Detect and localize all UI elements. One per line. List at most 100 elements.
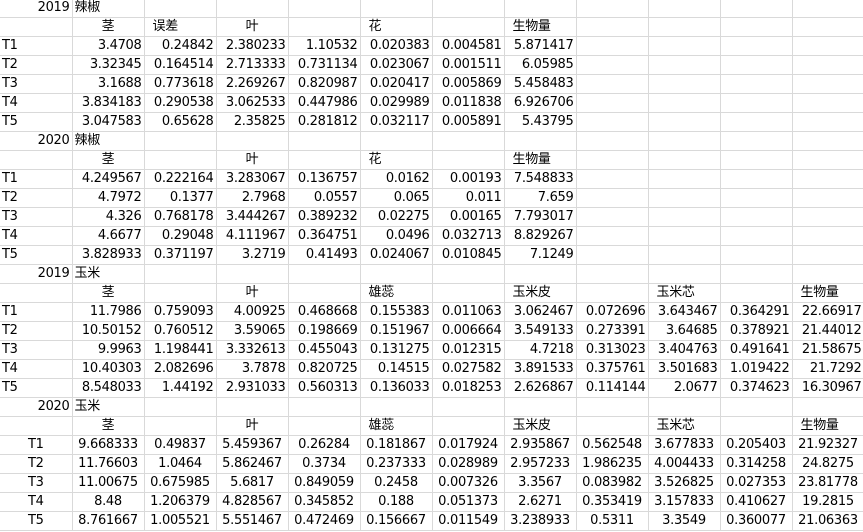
data-cell[interactable]: 0.151967: [360, 321, 433, 341]
data-cell[interactable]: 3.3549: [648, 511, 721, 531]
data-cell[interactable]: 0.011063: [432, 302, 505, 322]
empty-cell[interactable]: [720, 283, 793, 303]
data-cell[interactable]: 0.205403: [720, 435, 793, 455]
data-cell[interactable]: 3.32345: [72, 55, 145, 75]
data-cell[interactable]: 0.00193: [432, 169, 505, 189]
treatment-label[interactable]: T4: [0, 492, 73, 512]
data-cell[interactable]: 7.793017: [504, 207, 577, 227]
treatment-label[interactable]: T3: [0, 340, 73, 360]
empty-cell[interactable]: [144, 397, 217, 417]
data-cell[interactable]: 0.1377: [144, 188, 217, 208]
empty-cell[interactable]: [288, 264, 361, 284]
column-header[interactable]: 雄蕊: [360, 416, 433, 436]
data-cell[interactable]: 1.206379: [144, 492, 217, 512]
section-crop[interactable]: 辣椒: [72, 131, 145, 151]
empty-cell[interactable]: [504, 0, 577, 18]
empty-cell[interactable]: [576, 207, 649, 227]
column-header[interactable]: 误差: [144, 17, 217, 37]
data-cell[interactable]: 0.65628: [144, 112, 217, 132]
data-cell[interactable]: 0.00165: [432, 207, 505, 227]
data-cell[interactable]: 0.001511: [432, 55, 505, 75]
data-cell[interactable]: 0.364751: [288, 226, 361, 246]
data-cell[interactable]: 3.062467: [504, 302, 577, 322]
empty-cell[interactable]: [576, 150, 649, 170]
empty-cell[interactable]: [288, 150, 361, 170]
data-cell[interactable]: 9.9963: [72, 340, 145, 360]
data-cell[interactable]: 3.828933: [72, 245, 145, 265]
data-cell[interactable]: 3.891533: [504, 359, 577, 379]
data-cell[interactable]: 8.48: [72, 492, 145, 512]
data-cell[interactable]: 3.677833: [648, 435, 721, 455]
data-cell[interactable]: 3.526825: [648, 473, 721, 493]
treatment-label[interactable]: T4: [0, 93, 73, 113]
data-cell[interactable]: 4.828567: [216, 492, 289, 512]
data-cell[interactable]: 23.81778: [792, 473, 863, 493]
data-cell[interactable]: 7.1249: [504, 245, 577, 265]
empty-cell[interactable]: [792, 36, 863, 56]
empty-cell[interactable]: [360, 131, 433, 151]
column-header[interactable]: 玉米芯: [648, 416, 721, 436]
empty-cell[interactable]: [504, 131, 577, 151]
data-cell[interactable]: 0.345852: [288, 492, 361, 512]
column-header[interactable]: 玉米皮: [504, 416, 577, 436]
section-year[interactable]: 2020: [0, 131, 73, 151]
data-cell[interactable]: 3.444267: [216, 207, 289, 227]
column-header[interactable]: 花: [360, 150, 433, 170]
empty-cell[interactable]: [648, 169, 721, 189]
empty-cell[interactable]: [576, 112, 649, 132]
data-cell[interactable]: 0.007326: [432, 473, 505, 493]
empty-cell[interactable]: [648, 397, 721, 417]
data-cell[interactable]: 0.41493: [288, 245, 361, 265]
empty-cell[interactable]: [360, 264, 433, 284]
empty-cell[interactable]: [576, 17, 649, 37]
data-cell[interactable]: 1.019422: [720, 359, 793, 379]
empty-cell[interactable]: [648, 131, 721, 151]
empty-cell[interactable]: [720, 55, 793, 75]
empty-cell[interactable]: [792, 207, 863, 227]
data-cell[interactable]: 0.24842: [144, 36, 217, 56]
column-header[interactable]: 茎: [72, 150, 145, 170]
data-cell[interactable]: 2.0677: [648, 378, 721, 398]
empty-cell[interactable]: [432, 17, 505, 37]
data-cell[interactable]: 5.43795: [504, 112, 577, 132]
treatment-label[interactable]: T2: [0, 321, 73, 341]
empty-cell[interactable]: [648, 264, 721, 284]
data-cell[interactable]: 0.675985: [144, 473, 217, 493]
data-cell[interactable]: 11.7986: [72, 302, 145, 322]
empty-cell[interactable]: [504, 264, 577, 284]
empty-cell[interactable]: [792, 397, 863, 417]
data-cell[interactable]: 6.926706: [504, 93, 577, 113]
empty-cell[interactable]: [432, 416, 505, 436]
data-cell[interactable]: 0.181867: [360, 435, 433, 455]
data-cell[interactable]: 0.560313: [288, 378, 361, 398]
data-cell[interactable]: 6.05985: [504, 55, 577, 75]
empty-cell[interactable]: [576, 36, 649, 56]
data-cell[interactable]: 0.004581: [432, 36, 505, 56]
data-cell[interactable]: 0.447986: [288, 93, 361, 113]
data-cell[interactable]: 0.02275: [360, 207, 433, 227]
data-cell[interactable]: 5.871417: [504, 36, 577, 56]
data-cell[interactable]: 0.005869: [432, 74, 505, 94]
empty-cell[interactable]: [576, 74, 649, 94]
data-cell[interactable]: 3.3567: [504, 473, 577, 493]
data-cell[interactable]: 0.005891: [432, 112, 505, 132]
data-cell[interactable]: 2.380233: [216, 36, 289, 56]
section-year[interactable]: 2019: [0, 0, 73, 18]
empty-cell[interactable]: [648, 112, 721, 132]
empty-cell[interactable]: [648, 207, 721, 227]
treatment-label[interactable]: T1: [0, 169, 73, 189]
column-header[interactable]: 生物量: [504, 150, 577, 170]
data-cell[interactable]: 0.491641: [720, 340, 793, 360]
empty-cell[interactable]: [648, 188, 721, 208]
data-cell[interactable]: 3.4708: [72, 36, 145, 56]
data-cell[interactable]: 0.378921: [720, 321, 793, 341]
empty-cell[interactable]: [720, 0, 793, 18]
treatment-label[interactable]: T2: [0, 454, 73, 474]
data-cell[interactable]: 0.314258: [720, 454, 793, 474]
data-cell[interactable]: 5.459367: [216, 435, 289, 455]
empty-cell[interactable]: [648, 0, 721, 18]
empty-cell[interactable]: [720, 264, 793, 284]
empty-cell[interactable]: [648, 93, 721, 113]
data-cell[interactable]: 4.326: [72, 207, 145, 227]
treatment-label[interactable]: T4: [0, 359, 73, 379]
